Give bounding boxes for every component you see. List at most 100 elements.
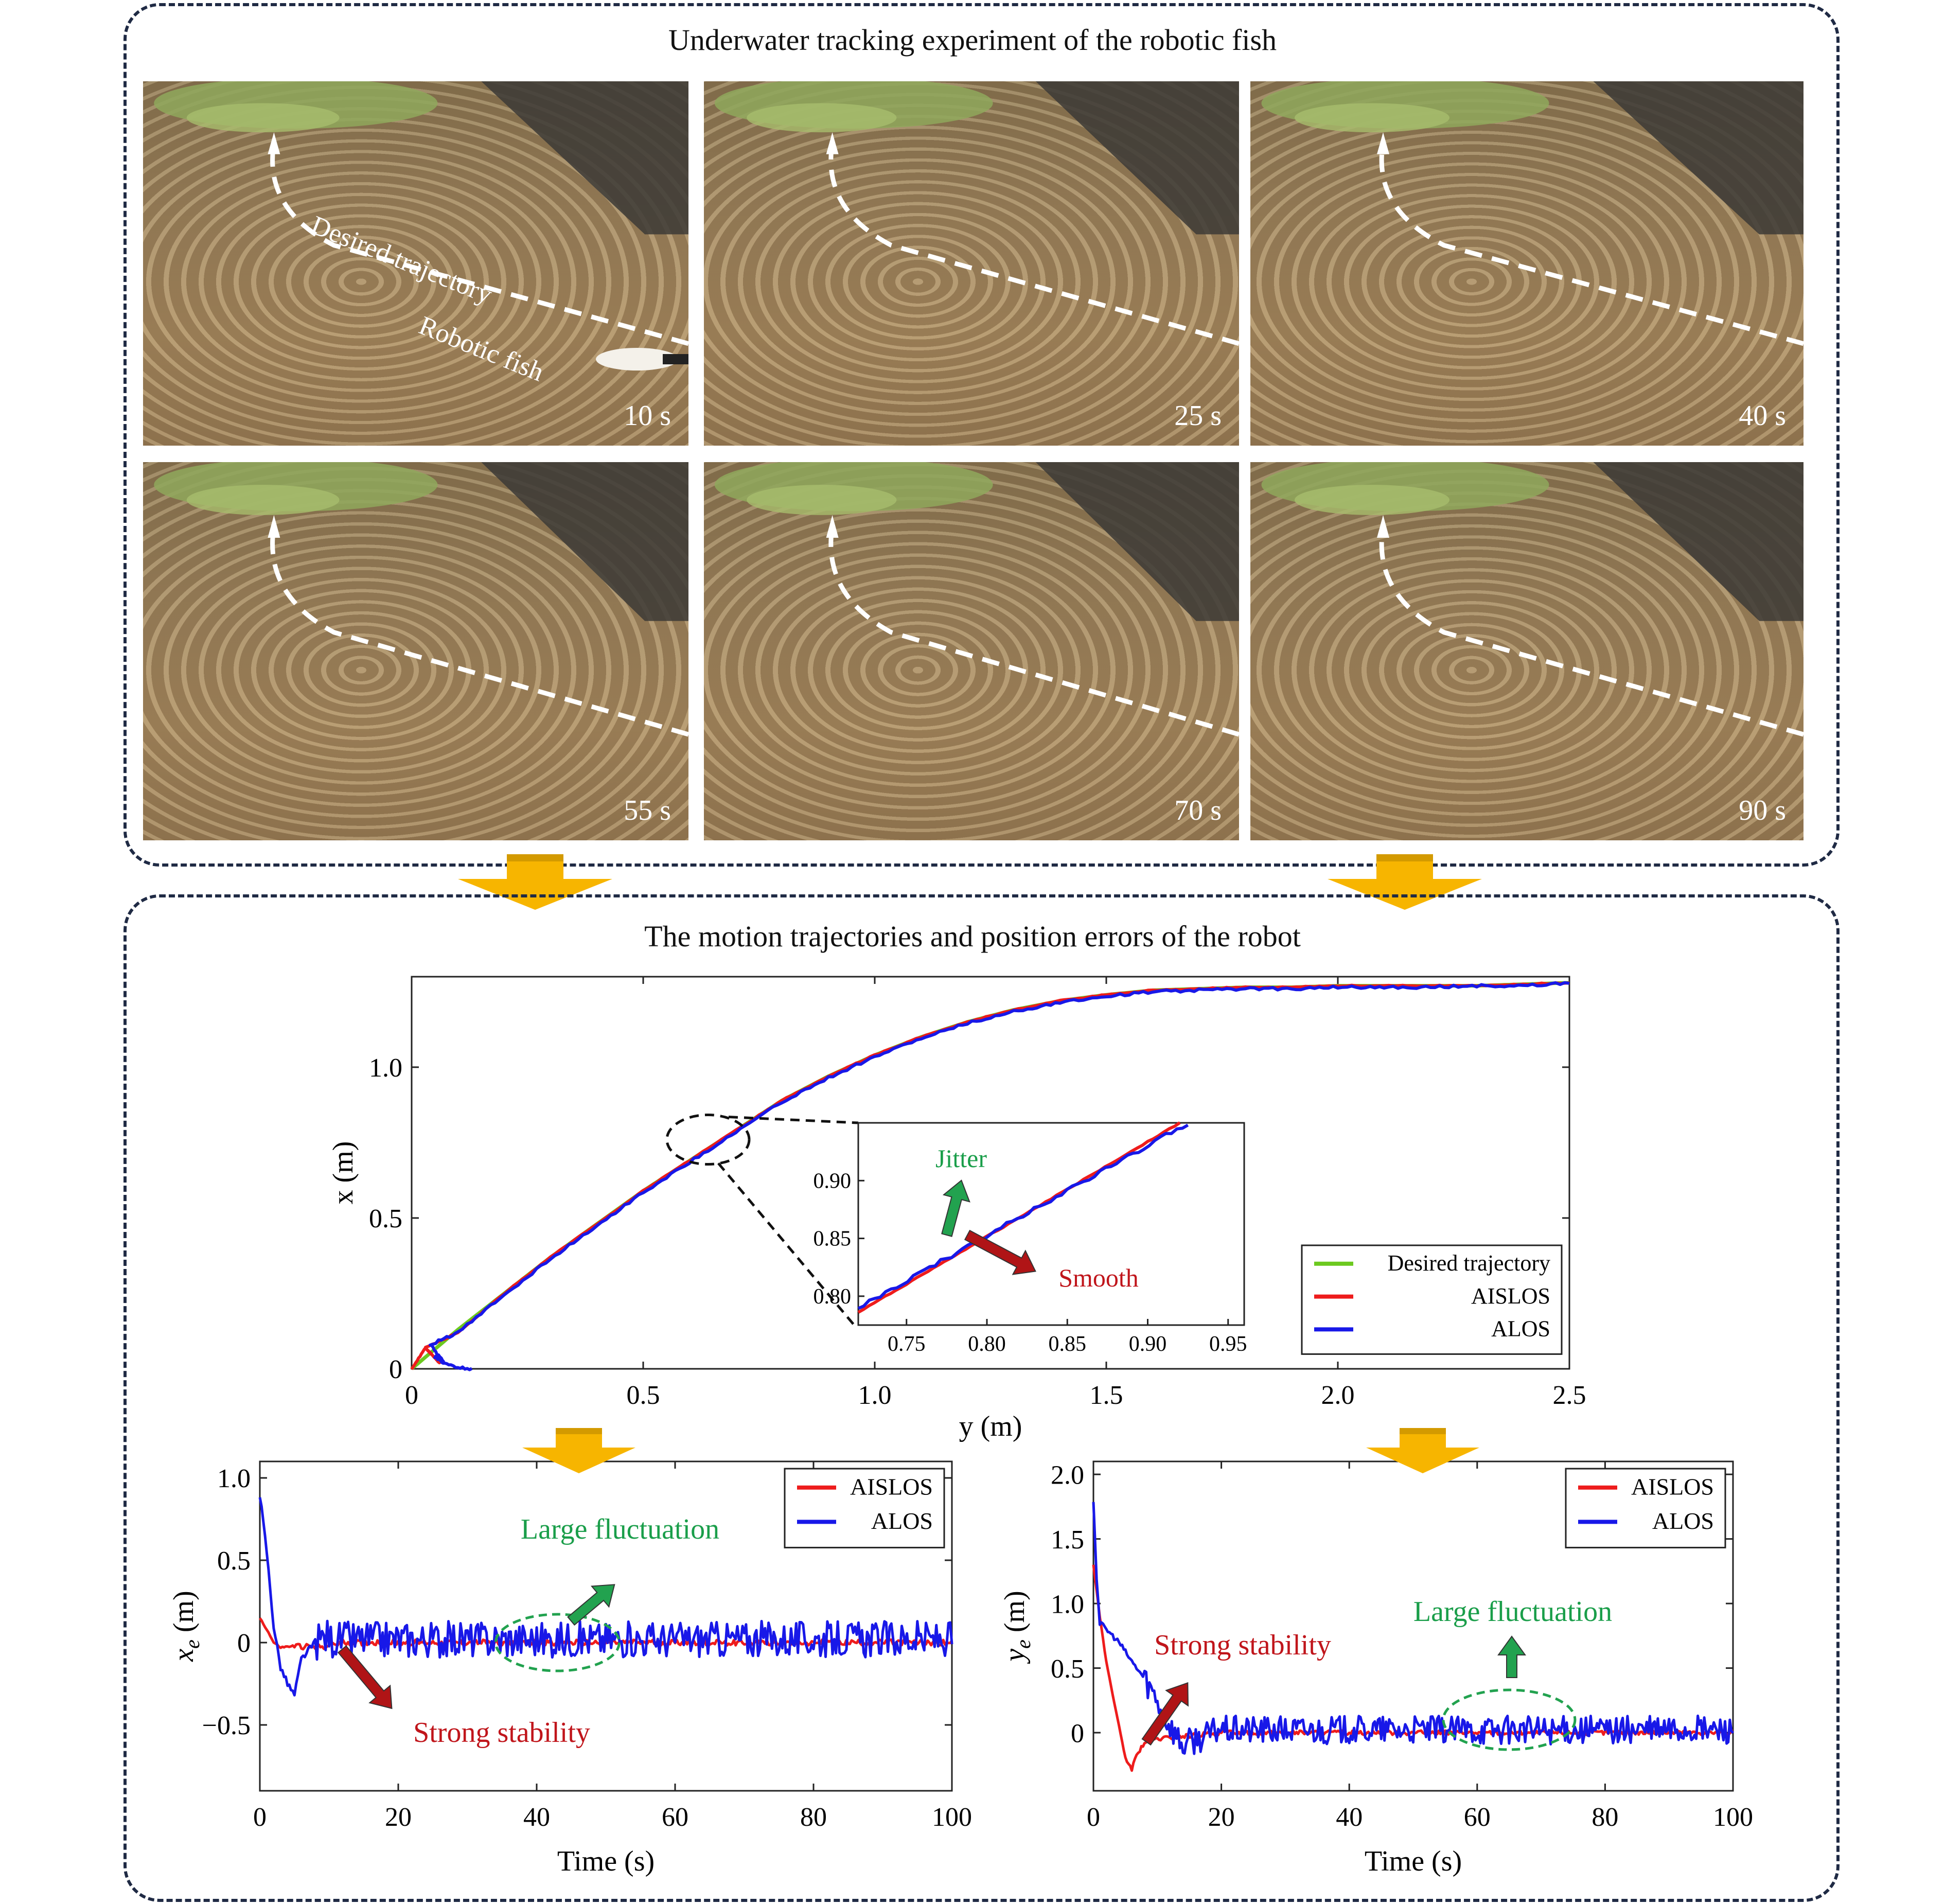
chart-panel-title: The motion trajectories and position err… [644, 920, 1301, 953]
x-error-fluctuation-ellipse [494, 1613, 621, 1672]
photo-time-label: 25 s [1174, 400, 1222, 432]
y-error-fluctuation-ellipse [1442, 1688, 1577, 1751]
inset-y-tick-label: 0.90 [814, 1169, 852, 1193]
inset-plot-frame [857, 1122, 1245, 1326]
y-error-x-tick-label: 80 [1592, 1803, 1618, 1832]
y-error-series-alos [1092, 1502, 1734, 1755]
trajectory-y-tick-label: 0.5 [369, 1204, 402, 1233]
jitter-annotation: Jitter [935, 1144, 987, 1173]
pond-photo: 40 s [1250, 81, 1803, 446]
y-error-y-tick-label: 2.0 [1051, 1460, 1084, 1490]
y-error-strong-stability-label: Strong stability [1154, 1629, 1331, 1661]
trajectory-legend-label: ALOS [1491, 1316, 1550, 1342]
y-error-large-fluctuation-label: Large fluctuation [1413, 1596, 1612, 1628]
y-error-up-arrow-icon [1141, 1682, 1189, 1746]
trajectory-series-alos [429, 981, 1570, 1371]
y-error-fluctuation-arrow-icon [1497, 1635, 1526, 1678]
trajectory-overlay-icon [1261, 462, 1803, 737]
trajectory-overlay-icon [714, 81, 1239, 346]
pond-photo: 10 s Desired trajectory Robotic fish [143, 81, 688, 446]
y-error-x-tick-label: 60 [1464, 1803, 1491, 1832]
inset-x-tick-label: 0.75 [888, 1332, 926, 1356]
down-arrow-y-error-icon [1366, 1428, 1479, 1473]
y-error-legend-label: AISLOS [1631, 1474, 1714, 1500]
x-error-strong-stability-label: Strong stability [413, 1717, 590, 1749]
x-error-y-tick-label: −0.5 [202, 1711, 251, 1740]
y-error-x-axis-label: Time (s) [1365, 1845, 1462, 1877]
photo-time-label: 10 s [624, 400, 671, 432]
trajectory-overlay-icon [154, 81, 688, 346]
y-error-x-tick-label: 20 [1208, 1803, 1235, 1832]
photo-time-label: 90 s [1739, 795, 1786, 826]
smooth-annotation: Smooth [1058, 1263, 1139, 1292]
zoom-callout-line [717, 1162, 855, 1326]
pond-photo: 70 s [704, 462, 1239, 840]
y-error-y-tick-label: 0 [1071, 1719, 1084, 1748]
trajectory-x-tick-label: 0 [405, 1381, 418, 1410]
x-error-y-tick-label: 1.0 [217, 1464, 251, 1493]
trajectory-x-tick-label: 1.5 [1090, 1381, 1123, 1410]
x-error-x-tick-label: 20 [385, 1803, 412, 1832]
x-error-y-tick-label: 0.5 [217, 1546, 251, 1576]
x-error-x-axis-label: Time (s) [557, 1845, 655, 1877]
trajectory-overlay-icon [154, 462, 688, 737]
x-error-down-arrow-icon [337, 1645, 393, 1709]
x-error-x-tick-label: 100 [932, 1803, 972, 1832]
pond-photo: 25 s [704, 81, 1239, 446]
x-error-legend [784, 1468, 945, 1548]
chart-panel-frame [123, 894, 1840, 1902]
x-error-y-axis-label: xe (m) [168, 1591, 204, 1662]
inset-x-tick-label: 0.85 [1049, 1332, 1087, 1356]
jitter-arrow-icon [941, 1179, 970, 1237]
inset-series-alos [857, 1123, 1189, 1310]
x-error-y-tick-label: 0 [237, 1629, 251, 1658]
x-error-x-tick-label: 80 [800, 1803, 827, 1832]
y-error-x-tick-label: 40 [1336, 1803, 1363, 1832]
photo-time-label: 70 s [1174, 795, 1222, 826]
y-error-x-tick-label: 100 [1713, 1803, 1753, 1832]
y-error-legend [1565, 1468, 1726, 1548]
x-error-x-tick-label: 0 [253, 1803, 267, 1832]
inset-y-tick-label: 0.85 [814, 1227, 852, 1251]
photo-panel-frame [123, 3, 1840, 867]
trajectory-overlay-icon [1261, 81, 1803, 346]
trajectory-overlay-icon [714, 462, 1239, 737]
zoom-callout-line [728, 1116, 859, 1124]
trajectory-x-tick-label: 1.0 [858, 1381, 892, 1410]
robotic-fish-icon [596, 348, 688, 371]
x-error-up-arrow-icon [567, 1584, 615, 1626]
y-error-y-tick-label: 1.5 [1051, 1525, 1084, 1555]
inset-x-tick-label: 0.80 [968, 1332, 1006, 1356]
x-error-x-tick-label: 60 [662, 1803, 688, 1832]
trajectory-y-tick-label: 0 [389, 1355, 402, 1384]
trajectory-x-tick-label: 2.0 [1321, 1381, 1355, 1410]
y-error-y-axis-label: ye (m) [999, 1591, 1035, 1664]
photo-time-label: 40 s [1739, 400, 1786, 432]
x-error-large-fluctuation-label: Large fluctuation [521, 1513, 719, 1545]
x-error-legend-label: ALOS [871, 1508, 933, 1534]
trajectory-legend-label: Desired trajectory [1388, 1250, 1550, 1276]
x-error-x-tick-label: 40 [523, 1803, 550, 1832]
zoom-region-ellipse [665, 1114, 751, 1166]
trajectory-legend-label: AISLOS [1471, 1283, 1550, 1309]
photo-panel-title: Underwater tracking experiment of the ro… [668, 23, 1277, 57]
y-error-legend-label: ALOS [1652, 1508, 1714, 1534]
down-arrow-x-error-icon [522, 1428, 635, 1473]
smooth-arrow-icon [964, 1229, 1036, 1275]
inset-x-tick-label: 0.90 [1129, 1332, 1167, 1356]
pond-photo: 90 s [1250, 462, 1803, 840]
photo-time-label: 55 s [624, 795, 671, 826]
y-error-y-tick-label: 1.0 [1051, 1590, 1084, 1619]
x-error-legend-label: AISLOS [850, 1474, 933, 1500]
trajectory-x-tick-label: 2.5 [1553, 1381, 1586, 1410]
inset-y-tick-label: 0.80 [814, 1285, 852, 1309]
trajectory-x-tick-label: 0.5 [627, 1381, 660, 1410]
y-error-y-tick-label: 0.5 [1051, 1654, 1084, 1684]
x-error-plot-frame [259, 1460, 953, 1792]
inset-x-tick-label: 0.95 [1209, 1332, 1247, 1356]
trajectory-y-axis-label: x (m) [327, 1141, 359, 1205]
trajectory-plot-frame [411, 976, 1570, 1370]
trajectory-y-tick-label: 1.0 [369, 1053, 402, 1083]
pond-photo: 55 s [143, 462, 688, 840]
